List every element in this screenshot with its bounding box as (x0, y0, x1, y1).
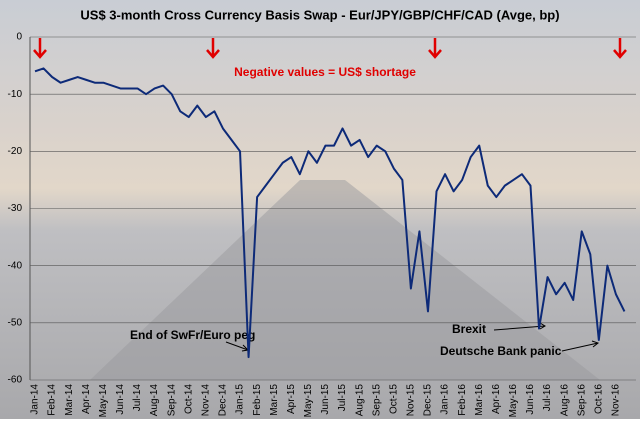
x-tick-label: Apr-14 (81, 384, 92, 414)
x-tick-label: Jul-16 (542, 384, 553, 412)
x-tick-label: Oct-14 (183, 384, 194, 414)
annotation: Brexit (452, 322, 486, 336)
x-tick-label: Jun-15 (320, 384, 331, 415)
x-tick-label: Jun-16 (525, 384, 536, 415)
x-tick-label: Feb-14 (47, 384, 58, 416)
x-tick-label: Jan-14 (30, 384, 41, 415)
x-tick-label: Feb-16 (457, 384, 468, 416)
x-tick-label: May-16 (508, 384, 519, 418)
x-tick-label: Sep-15 (371, 384, 382, 417)
x-tick-label: May-14 (98, 384, 109, 418)
annotation: Deutsche Bank panic (440, 344, 562, 358)
x-tick-label: Jun-14 (115, 384, 126, 415)
x-tick-label: Apr-16 (491, 384, 502, 414)
x-tick-label: Apr-15 (286, 384, 297, 414)
x-tick-label: Jul-15 (337, 384, 348, 412)
x-tick-label: Sep-14 (166, 384, 177, 417)
y-tick-label: -40 (8, 260, 23, 271)
chart-title: US$ 3-month Cross Currency Basis Swap - … (80, 7, 559, 22)
y-tick-label: 0 (16, 32, 22, 43)
y-tick-label: -60 (8, 375, 23, 386)
x-tick-label: Mar-14 (64, 384, 75, 416)
x-tick-label: Nov-16 (611, 384, 622, 417)
x-tick-label: Oct-15 (388, 384, 399, 414)
x-tick-label: May-15 (303, 384, 314, 418)
red-arrows (33, 38, 627, 59)
note: Negative values = US$ shortage (234, 65, 416, 79)
line (34, 67, 626, 359)
y-tick-label: -10 (8, 89, 23, 100)
x-tick-label: Nov-14 (200, 384, 211, 417)
y-tick-label: -20 (8, 146, 23, 157)
y-tick-label: -30 (8, 203, 23, 214)
x-tick-label: Mar-15 (269, 384, 280, 416)
x-tick-label: Aug-16 (559, 384, 570, 417)
annotation: End of SwFr/Euro peg (130, 328, 255, 342)
x-tick-label: Jan-16 (440, 384, 451, 415)
y-tick-label: -50 (8, 317, 23, 328)
x-tick-label: Aug-15 (354, 384, 365, 417)
x-tick-label: Sep-16 (576, 384, 587, 417)
x-tick-label: Mar-16 (474, 384, 485, 416)
x-tick-label: Aug-14 (149, 384, 160, 417)
x-tick-label: Dec-14 (218, 384, 229, 417)
x-tick-label: Jan-15 (235, 384, 246, 415)
x-tick-label: Feb-15 (252, 384, 263, 416)
road (90, 180, 600, 380)
x-tick-label: Dec-15 (423, 384, 434, 417)
x-tick-label: Oct-16 (593, 384, 604, 414)
x-tick-label: Nov-15 (406, 384, 417, 417)
x-tick-label: Jul-14 (132, 384, 143, 412)
